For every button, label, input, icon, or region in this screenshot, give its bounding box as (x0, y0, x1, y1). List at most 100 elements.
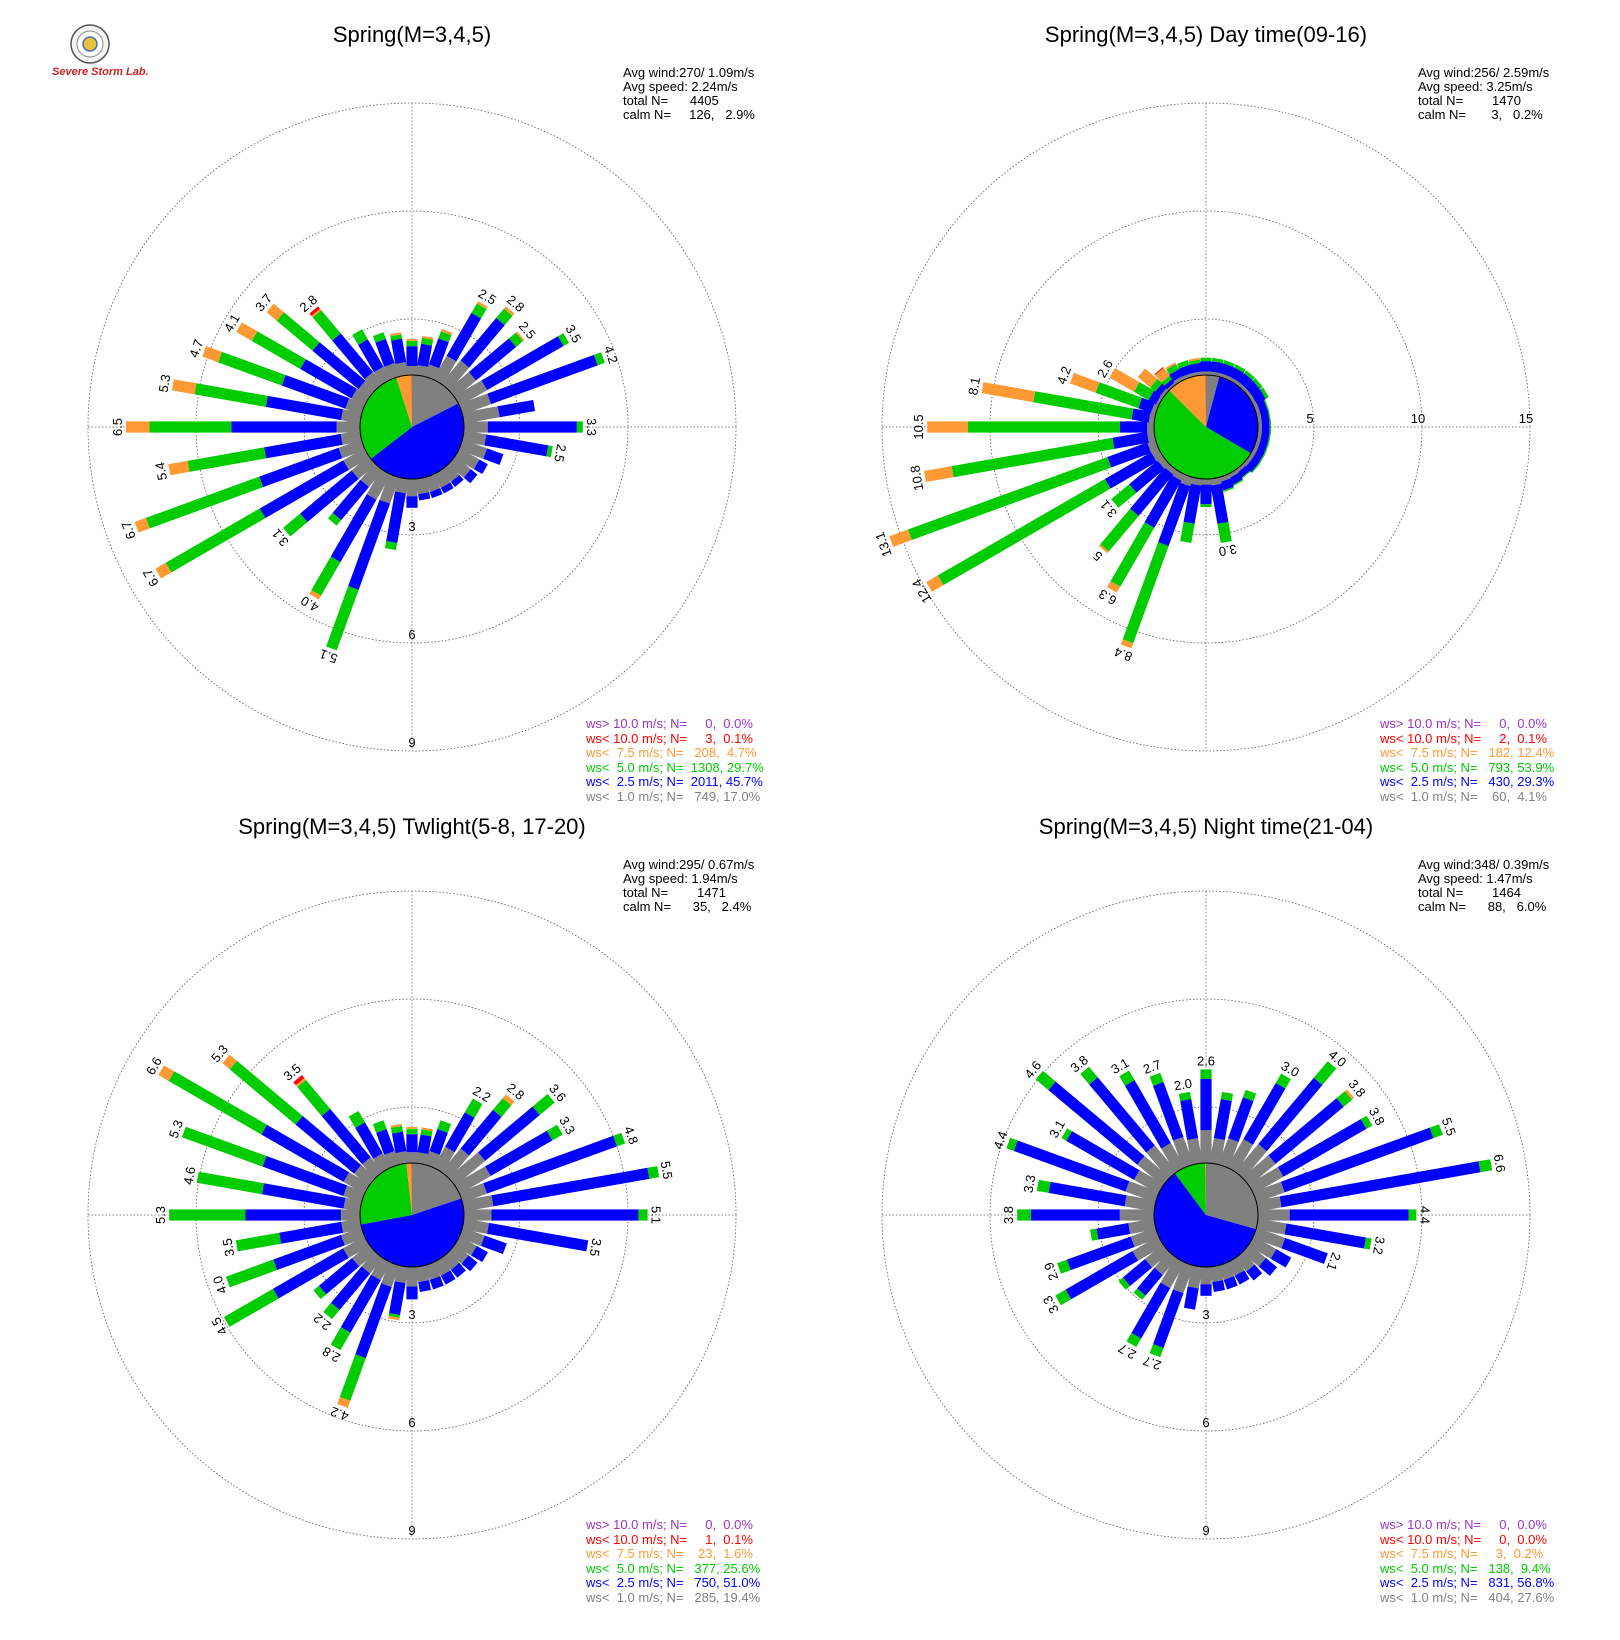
wind-bar-segment (340, 1209, 360, 1221)
wind-bar-segment (149, 421, 232, 433)
wind-bar-segment (326, 586, 359, 651)
wind-bar-segment (1263, 443, 1269, 455)
legend-entry: ws< 1.0 m/s; N= 285, 19.4% (586, 1589, 761, 1605)
wind-bar: 6.3 (1096, 469, 1185, 608)
bar-label: 5.5 (658, 1160, 676, 1180)
wind-bar-segment (491, 1167, 650, 1207)
wind-bar-segment (406, 1267, 418, 1287)
wind-bar-segment (339, 1354, 366, 1401)
stats-line: total N= 1471 (623, 885, 726, 900)
wind-bar-segment (283, 513, 308, 537)
bar-label: 4.8 (621, 1124, 641, 1146)
wind-bar-segment (1160, 387, 1170, 398)
wind-bar-segment (1269, 421, 1271, 433)
wind-bar-segment (1260, 387, 1269, 399)
wind-bar-segment (1066, 1131, 1140, 1180)
wind-bar (441, 463, 464, 487)
wind-bar: 2.7 (1141, 1057, 1194, 1169)
wind-bar-segment (1100, 508, 1139, 552)
wind-bar-segment (300, 470, 359, 523)
legend-entry: ws< 1.0 m/s; N= 404, 27.6% (1380, 1589, 1555, 1605)
wind-bar-segment (478, 1106, 540, 1161)
wind-bar (1218, 1089, 1257, 1169)
wind-bar-segment (1200, 361, 1212, 372)
bar-label: 5.1 (317, 646, 339, 666)
wind-bar-segment (1242, 1244, 1266, 1267)
legend-entry: ws< 10.0 m/s; N= 0, 0.0% (1380, 1531, 1547, 1547)
wind-bar-segment (458, 1227, 485, 1247)
wind-bar-segment (1033, 391, 1134, 420)
wind-bar-segment (1120, 639, 1134, 649)
wind-bar-segment (1242, 1089, 1257, 1102)
stats-line: calm N= 3, 0.2% (1418, 107, 1543, 122)
wind-bar-segment (1177, 359, 1190, 369)
wind-bar-segment (1218, 372, 1231, 381)
wind-bar-segment (1256, 440, 1268, 455)
wind-bar-segment (406, 496, 418, 508)
wind-bar-segment (1178, 1091, 1192, 1101)
wind-bar-segment (1200, 357, 1212, 362)
wind-bar-segment (429, 1129, 448, 1155)
wind-bar-segment (245, 1209, 341, 1221)
wind-bar-segment (358, 380, 376, 398)
wind-bar-segment (1200, 504, 1212, 508)
wind-bar-segment (181, 1126, 267, 1167)
wind-bar (406, 1127, 418, 1163)
wind-bar-segment (406, 366, 418, 375)
wind-bar-segment (1277, 1119, 1367, 1177)
legend-entry: ws< 5.0 m/s; N= 793, 53.9% (1380, 759, 1555, 775)
wind-bar-segment (1154, 367, 1164, 376)
wind-bar-segment (1313, 1061, 1337, 1086)
wind-bar-segment (1131, 1282, 1171, 1339)
wind-bar-segment (1122, 1258, 1153, 1287)
wind-bar-segment (1144, 1244, 1170, 1268)
wind-bar-segment (312, 342, 366, 390)
wind-bar-segment (415, 1152, 429, 1165)
wind-bar-segment (1227, 1257, 1245, 1276)
wind-bar-segment (441, 1148, 470, 1179)
wind-bar (454, 1236, 488, 1263)
wind-bar-segment (394, 477, 409, 494)
stats-line: calm N= 35, 2.4% (623, 899, 752, 914)
wind-bar: 2.8 (441, 1080, 527, 1179)
wind-bar (1227, 469, 1244, 487)
wind-bar: 8.4 (1112, 473, 1194, 664)
wind-bar (406, 479, 418, 508)
wind-bar-segment (376, 1129, 395, 1155)
wind-bar-segment (395, 362, 409, 377)
wind-bar-segment (1057, 1259, 1071, 1274)
wind-bar-segment (1280, 1127, 1434, 1193)
stats-line: calm N= 88, 6.0% (1418, 899, 1547, 914)
ring-label: 9 (1202, 1523, 1209, 1538)
wind-bar-segment (1110, 522, 1155, 587)
wind-bar-segment (454, 1236, 477, 1256)
logo-text: Severe Storm Lab. (52, 66, 149, 78)
wind-bar-segment (593, 352, 605, 366)
bar-label: 4.7 (186, 337, 206, 359)
wind-bar: 6.6 (143, 1054, 370, 1194)
wind-bar-segment (391, 338, 407, 364)
wind-bar-segment (421, 337, 434, 346)
wind-bar-segment (1219, 363, 1234, 377)
wind-bar-segment (1248, 1167, 1284, 1194)
wind-bar (433, 469, 454, 494)
bar-label: 10.8 (907, 464, 926, 492)
wind-bar-segment (362, 1157, 383, 1179)
wind-bar-segment (259, 460, 349, 519)
wind-bar-segment (384, 1151, 400, 1169)
wind-bar-segment (1138, 397, 1155, 413)
wind-bar: 5.1 (464, 1206, 664, 1224)
bar-label: 4.2 (1054, 364, 1074, 386)
wind-bar-segment (126, 421, 150, 433)
wind-bar-segment (428, 338, 449, 369)
wind-bar-segment (1158, 482, 1191, 546)
wind-bar-segment (463, 469, 478, 484)
wind-bar-segment (421, 1127, 433, 1132)
wind-bar-segment (223, 1288, 279, 1327)
wind-bar: 3.3 (464, 418, 599, 436)
wind-bar-segment (441, 360, 470, 391)
wind-bar-segment (311, 556, 341, 596)
wind-bar-segment (438, 331, 452, 343)
wind-bar-segment (361, 1251, 383, 1274)
wind-bar-segment (418, 492, 431, 501)
